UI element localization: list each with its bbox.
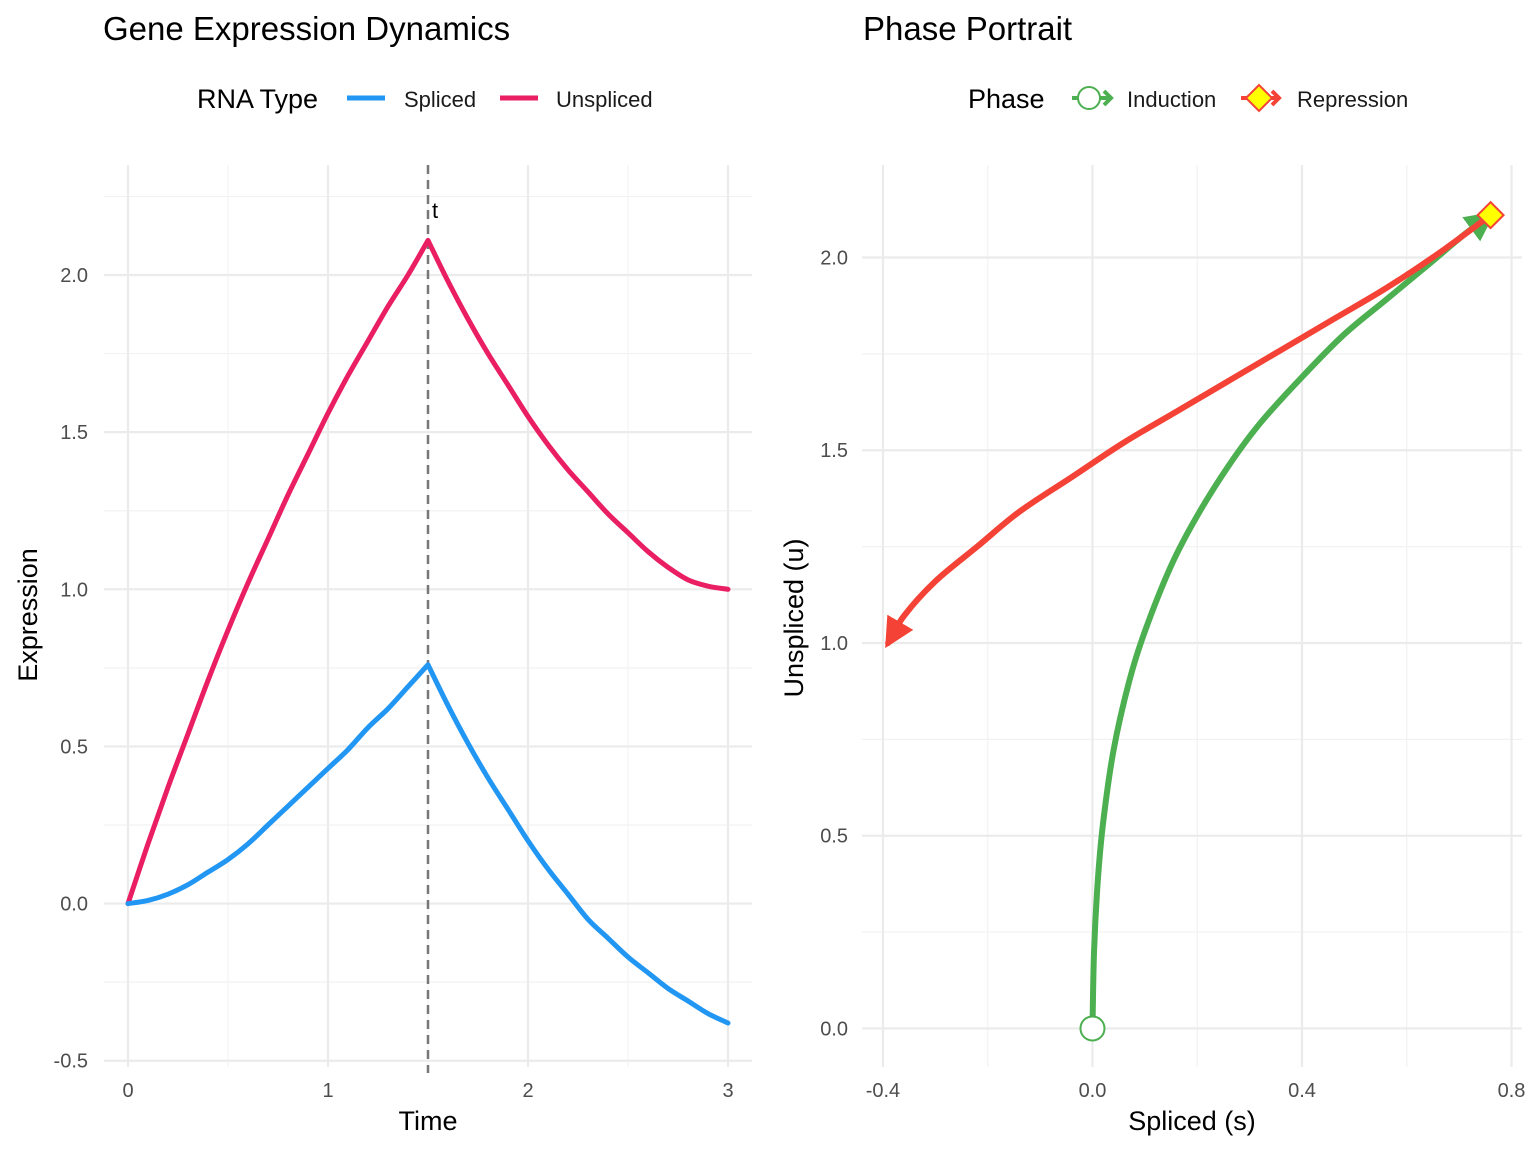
x-tick-label: -0.4 [866, 1080, 900, 1102]
expression-legend: RNA Type Spliced Unspliced [197, 84, 653, 114]
y-tick-label: 2.0 [60, 265, 88, 287]
phase-legend: Phase Induction Repression [968, 83, 1408, 114]
y-tick-label: 1.0 [820, 633, 848, 655]
phase-grid [862, 165, 1522, 1067]
y-tick-label: 0.0 [60, 894, 88, 916]
phase-legend-title: Phase [968, 84, 1045, 114]
y-tick-label: 0.5 [820, 826, 848, 848]
expression-y-axis-title: Expression [13, 548, 43, 682]
y-tick-label: 1.5 [60, 422, 88, 444]
phase-y-axis-title: Unspliced (u) [779, 538, 809, 697]
phase-x-ticks: -0.4 0.0 0.4 0.8 [866, 1080, 1526, 1102]
expression-legend-title: RNA Type [197, 84, 318, 114]
x-tick-label: 0.8 [1498, 1080, 1526, 1102]
phase-markers [1079, 200, 1505, 1042]
legend-label-induction: Induction [1127, 87, 1216, 112]
phase-y-ticks: 0.0 0.5 1.0 1.5 2.0 [820, 248, 848, 1041]
phase-panel: Phase Portrait Phase Induction Repressio… [779, 10, 1525, 1136]
series-line-spliced [125, 662, 731, 1026]
y-tick-label: 1.5 [820, 440, 848, 462]
legend-label-repression: Repression [1297, 87, 1408, 112]
induction-start-marker [1079, 1015, 1106, 1042]
y-tick-label: 2.0 [820, 248, 848, 270]
expression-x-axis-title: Time [399, 1106, 458, 1136]
phase-line-induction [1089, 211, 1496, 1032]
y-tick-label: -0.5 [54, 1051, 88, 1073]
legend-label-spliced: Spliced [404, 87, 476, 112]
phase-chart-title: Phase Portrait [863, 10, 1072, 47]
expression-x-ticks: 0 1 2 3 [122, 1080, 733, 1102]
legend-label-unspliced: Unspliced [556, 87, 653, 112]
legend-swatch-induction [1072, 86, 1114, 110]
x-tick-label: 0.0 [1079, 1080, 1107, 1102]
x-tick-label: 0.4 [1288, 1080, 1316, 1102]
phase-line-repression [885, 212, 1494, 649]
legend-swatch-repression [1241, 83, 1282, 113]
expression-panel: Gene Expression Dynamics RNA Type Splice… [13, 10, 752, 1136]
series-line-unspliced [125, 237, 731, 907]
x-tick-label: 0 [122, 1080, 133, 1102]
y-tick-label: 0.5 [60, 736, 88, 758]
expression-chart-title: Gene Expression Dynamics [103, 10, 510, 47]
expression-y-ticks: -0.5 0.0 0.5 1.0 1.5 2.0 [54, 265, 88, 1073]
phase-x-axis-title: Spliced (s) [1128, 1106, 1256, 1136]
phase-series [885, 211, 1496, 1032]
repression-start-marker [1476, 200, 1505, 230]
y-tick-label: 0.0 [820, 1018, 848, 1040]
expression-series [125, 237, 731, 1026]
x-tick-label: 1 [322, 1080, 333, 1102]
y-tick-label: 1.0 [60, 579, 88, 601]
peak-time-annotation: t [432, 198, 438, 223]
x-tick-label: 2 [522, 1080, 533, 1102]
x-tick-label: 3 [722, 1080, 733, 1102]
